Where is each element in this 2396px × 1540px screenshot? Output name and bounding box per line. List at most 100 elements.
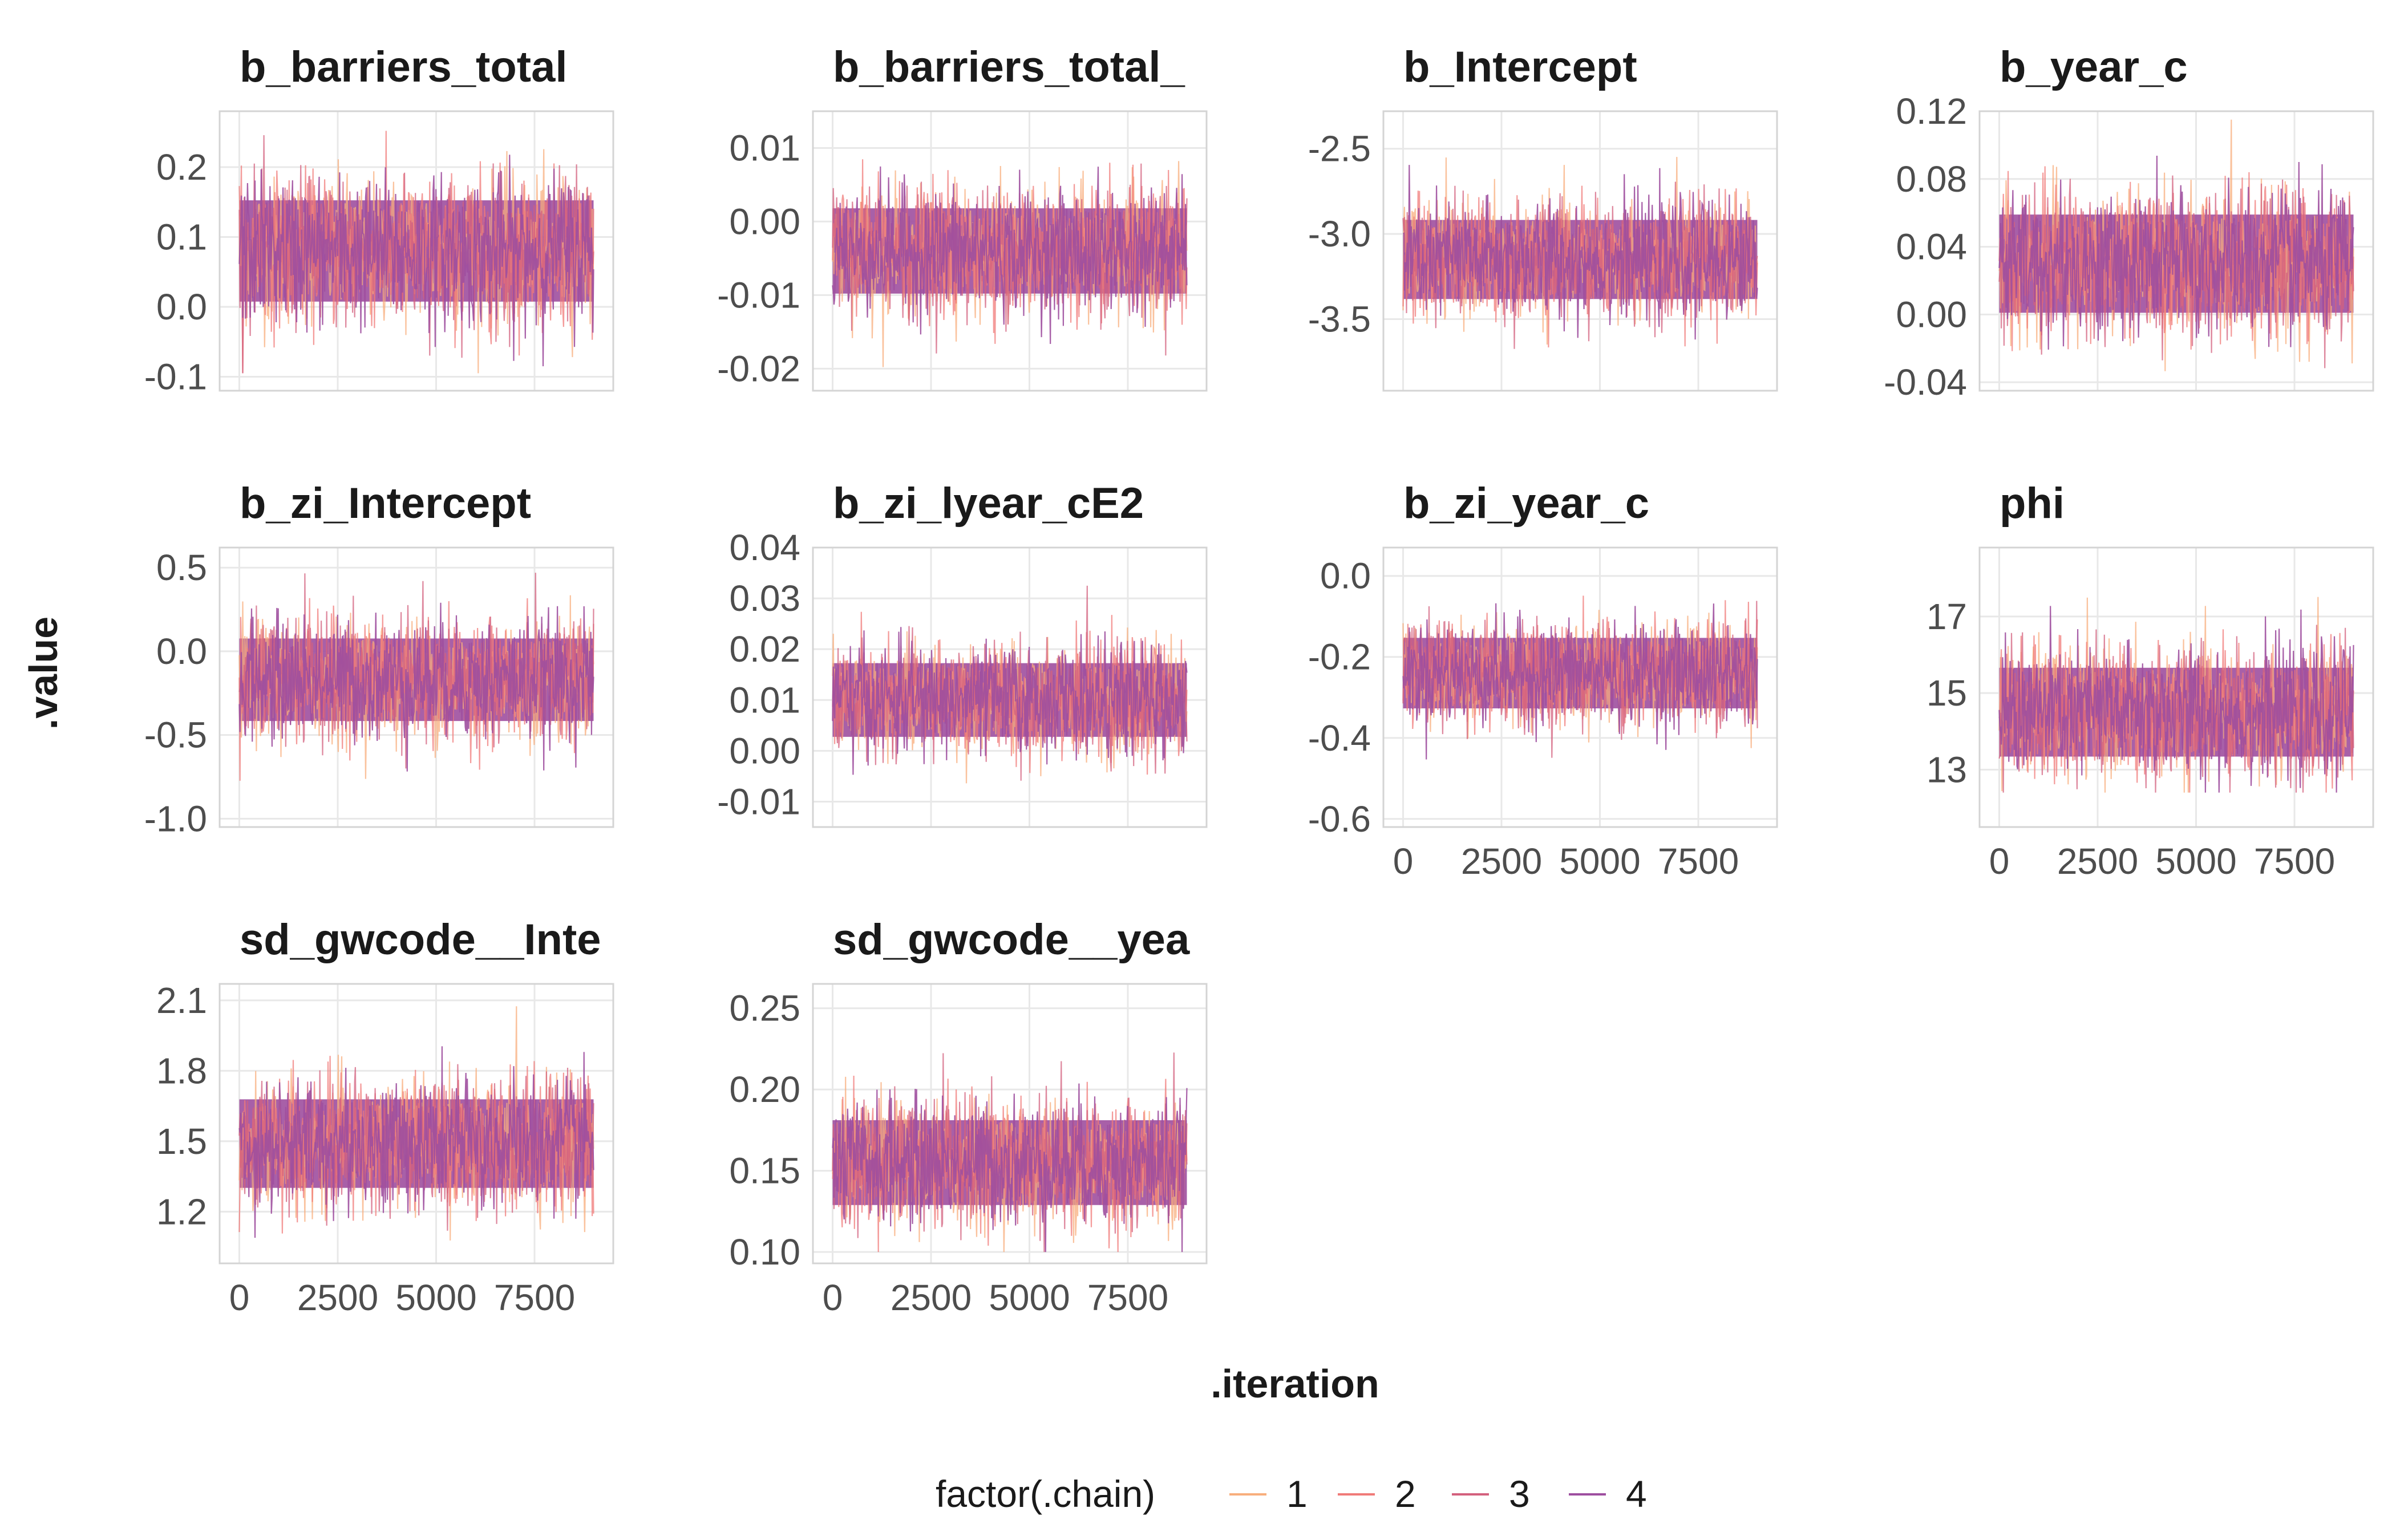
x-tick-label: 7500	[494, 1277, 575, 1318]
y-tick-label: -0.1	[144, 356, 207, 398]
facet-panel: b_zi_lyear_cE2 -0.01 0.00 0.01 0.02 0.03 0.04	[717, 479, 1208, 828]
chain-4-trace	[1998, 155, 2354, 350]
legend-item-chain-1: 1	[1229, 1473, 1308, 1515]
panel-border	[218, 546, 614, 828]
facet-panel: b_year_c -0.04 0.00 0.04 0.08 0.12	[1884, 43, 2374, 403]
y-tick-label: 0.20	[729, 1069, 800, 1110]
y-axis-title: .value	[21, 617, 66, 730]
y-tick-label: 1.5	[156, 1121, 207, 1162]
y-tick-label: 0.15	[729, 1150, 800, 1192]
y-tick-label: -1.0	[144, 798, 207, 839]
y-tick-label: -0.6	[1308, 799, 1371, 840]
trace-lines	[832, 159, 1188, 367]
legend-title: factor(.chain)	[936, 1473, 1155, 1515]
x-tick-label: 2500	[1461, 841, 1542, 882]
facet-panel: b_zi_Intercept -1.0 -0.5 0.0 0.5	[144, 479, 614, 839]
chain-3-trace	[1998, 175, 2354, 368]
y-tick-label: 0.25	[729, 988, 800, 1029]
y-tick-label: 0.02	[729, 629, 800, 670]
facet-title: sd_gwcode__yea	[833, 915, 1190, 964]
facet-title: b_Intercept	[1403, 43, 1637, 91]
x-tick-label: 7500	[1087, 1277, 1168, 1318]
x-tick-label: 0	[1989, 841, 2010, 882]
facet-title: b_zi_lyear_cE2	[833, 479, 1144, 528]
legend-item-chain-4: 4	[1569, 1473, 1647, 1515]
facet-panel: sd_gwcode__Inte 1.2 1.5 1.8 2.1 0 2500 5000 7500	[156, 915, 614, 1318]
facet-title: phi	[2000, 479, 2065, 528]
y-tick-label: 0.04	[729, 527, 800, 568]
y-tick-label: -0.5	[144, 715, 207, 756]
legend-label: 1	[1286, 1473, 1308, 1515]
legend-label: 2	[1395, 1473, 1416, 1515]
chain-4-trace	[832, 627, 1188, 775]
y-tick-label: -0.2	[1308, 637, 1371, 678]
chain-4-trace	[1402, 165, 1758, 340]
facet-title: b_barriers_total	[240, 43, 567, 91]
y-tick-label: 17	[1926, 596, 1967, 637]
y-tick-label: 1.2	[156, 1191, 207, 1232]
facet-title: b_zi_Intercept	[240, 479, 531, 528]
facet-panel: b_zi_year_c -0.6 -0.4 -0.2 0.0 0 2500 5000 7500	[1308, 479, 1778, 882]
panel-border	[812, 546, 1208, 828]
y-tick-label: 13	[1926, 749, 1967, 790]
y-tick-label: 0.5	[156, 547, 207, 588]
facet-panels: b_barriers_total-0.10.00.10.2b_barriers_…	[144, 43, 2374, 1318]
facet-title: b_year_c	[2000, 43, 2188, 91]
y-tick-label: 0.00	[729, 730, 800, 771]
y-tick-label: -3.0	[1308, 213, 1371, 254]
x-tick-label: 7500	[2254, 841, 2335, 882]
chain-4-trace	[238, 602, 594, 772]
x-tick-label: 5000	[2155, 841, 2236, 882]
chain-4-trace	[238, 1046, 594, 1238]
x-tick-label: 5000	[1559, 841, 1640, 882]
facet-panel: b_barriers_total_ -0.02 -0.01 0.00 0.01	[717, 43, 1208, 392]
panel-border	[812, 983, 1208, 1265]
trace-lines	[238, 1006, 594, 1241]
panel-border	[812, 110, 1208, 392]
y-tick-label: 2.1	[156, 980, 207, 1021]
panel-border	[1382, 110, 1778, 392]
y-tick-label: 0.00	[1896, 294, 1967, 335]
y-tick-label: -0.01	[717, 274, 800, 315]
x-tick-label: 5000	[989, 1277, 1070, 1318]
chain-4-trace	[832, 1083, 1188, 1253]
x-tick-label: 0	[229, 1277, 250, 1318]
panel-border	[218, 110, 614, 392]
chain-3-trace	[1998, 625, 2354, 793]
y-tick-label: 1.8	[156, 1050, 207, 1091]
legend-label: 3	[1509, 1473, 1530, 1515]
facet-title: sd_gwcode__Inte	[240, 915, 601, 964]
facet-title: b_barriers_total_	[833, 43, 1185, 91]
y-tick-label: 0.00	[729, 201, 800, 242]
y-tick-label: 0.03	[729, 578, 800, 619]
facet-panel: b_Intercept -3.5 -3.0 -2.5	[1308, 43, 1778, 392]
x-tick-label: 2500	[2057, 841, 2138, 882]
trace-lines	[238, 573, 594, 781]
trace-lines	[832, 585, 1188, 784]
panel-border	[218, 983, 614, 1265]
x-axis-title: .iteration	[1211, 1361, 1379, 1406]
trace-lines	[1402, 157, 1758, 349]
y-tick-label: -0.04	[1884, 362, 1967, 403]
trace-lines	[832, 1052, 1188, 1253]
panel-border	[1382, 546, 1778, 828]
chain-4-trace	[1998, 606, 2354, 793]
y-tick-label: 0.0	[156, 286, 207, 327]
chain-4-trace	[1402, 603, 1758, 760]
y-tick-label: 0.12	[1896, 91, 1967, 132]
y-tick-label: -2.5	[1308, 128, 1371, 169]
trace-lines	[1998, 597, 2354, 793]
x-tick-label: 5000	[395, 1277, 476, 1318]
legend: factor(.chain) 1 2 3 4	[936, 1473, 1647, 1515]
facet-title: b_zi_year_c	[1403, 479, 1649, 528]
trace-lines	[1402, 595, 1758, 760]
y-tick-label: -0.4	[1308, 718, 1371, 759]
y-tick-label: 15	[1926, 672, 1967, 714]
x-tick-label: 2500	[891, 1277, 972, 1318]
x-tick-label: 0	[1393, 841, 1414, 882]
panel-border	[1978, 546, 2374, 828]
y-tick-label: 0.10	[729, 1231, 800, 1272]
y-tick-label: 0.0	[156, 631, 207, 672]
y-tick-label: 0.01	[729, 679, 800, 720]
y-tick-label: 0.0	[1320, 556, 1371, 597]
